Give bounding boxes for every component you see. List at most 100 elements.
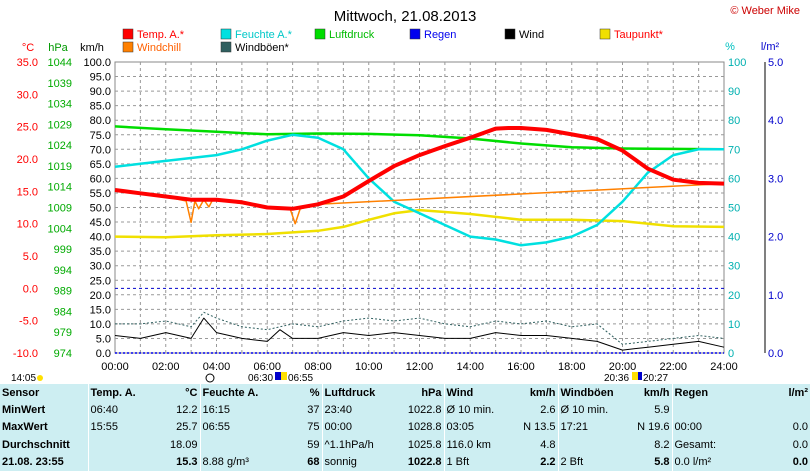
legend-label: Windböen*	[235, 42, 290, 54]
hpa-tick-label: 1024	[48, 140, 72, 152]
table-cell: 2.6	[540, 404, 556, 417]
kmh-tick-label: 20.0	[90, 290, 111, 302]
legend-swatch	[122, 28, 134, 40]
legend-label: Taupunkt*	[614, 29, 664, 41]
table-cell: 17:21	[557, 418, 620, 437]
pct-tick-label: 90	[728, 86, 740, 98]
moon-icon	[205, 373, 215, 383]
table-cell: 18.09	[169, 438, 198, 451]
kmh-tick-label: 60.0	[90, 173, 111, 185]
rain-tick-label: 3.0	[768, 173, 783, 185]
table-cell: 25.7	[176, 421, 198, 434]
hpa-tick-label: 1019	[48, 161, 72, 173]
axis-tick-labels: 35.0 30.0 25.0 20.0 15.0 10.0 5.0 0.0 -5.0 -10.0 1…	[13, 57, 783, 373]
table-cell: 15:55	[87, 418, 140, 437]
hpa-tick-label: 999	[54, 244, 72, 256]
x-tick-label: 20:00	[609, 361, 637, 373]
legend-label: Feuchte A.*	[235, 29, 293, 41]
table-cell: 21.08. 23:55	[2, 456, 64, 469]
hpa-tick-label: 1004	[48, 223, 72, 235]
hpa-tick-label: 1034	[48, 99, 72, 111]
table-cell: 1025.8	[407, 438, 442, 451]
table-cell: MaxWert	[2, 421, 48, 434]
table-header-cell: Sensor	[2, 386, 40, 399]
table-cell: 116.0 km	[443, 436, 506, 454]
pct-tick-label: 40	[728, 232, 740, 244]
temp-tick-label: 5.0	[23, 251, 38, 263]
x-tick-label: 12:00	[406, 361, 434, 373]
kmh-tick-label: 95.0	[90, 72, 111, 84]
table-cell: 5.8	[654, 456, 670, 469]
hpa-tick-label: 1039	[48, 78, 72, 90]
table-cell: MinWert	[2, 404, 46, 417]
kmh-tick-label: 0.0	[96, 348, 111, 360]
temp-tick-label: 20.0	[17, 154, 38, 166]
table-header-cell: °C	[185, 386, 198, 399]
table-cell: 1028.8	[407, 421, 442, 434]
x-tick-label: 08:00	[304, 361, 332, 373]
x-tick-label: 04:00	[203, 361, 231, 373]
sunset-marker-icon-2	[638, 372, 642, 380]
series-line-taupunkt	[114, 208, 725, 239]
pct-tick-label: 10	[728, 319, 740, 331]
table-row: MaxWert 15:55 25.7 06:55 75 00:00 1028.8…	[0, 418, 810, 437]
table-cell	[557, 436, 620, 454]
pct-tick-label: 0	[728, 348, 734, 360]
rain-tick-label: 5.0	[768, 57, 783, 69]
rain-tick-label: 2.0	[768, 232, 783, 244]
temp-tick-label: 0.0	[23, 283, 38, 295]
legend-label: Windchill	[137, 42, 181, 54]
sunrise-marker-icon-2	[281, 372, 287, 380]
table-header-cell: hPa	[421, 386, 442, 399]
table-cell: 0.0 l/m²	[671, 453, 742, 471]
kmh-tick-label: 100.0	[83, 57, 111, 69]
legend-swatch	[409, 28, 421, 40]
kmh-tick-label: 30.0	[90, 261, 111, 273]
legend-swatch	[504, 28, 516, 40]
x-tick-label: 10:00	[355, 361, 383, 373]
x-tick-label: 16:00	[507, 361, 535, 373]
sunrise-marker-icon	[275, 372, 281, 380]
x-tick-label: 06:00	[253, 361, 281, 373]
kmh-tick-label: 90.0	[90, 86, 111, 98]
x-tick-label: 18:00	[558, 361, 586, 373]
pct-tick-label: 20	[728, 290, 740, 302]
hpa-tick-label: 1029	[48, 119, 72, 131]
series-line-wind	[114, 317, 725, 351]
legend-label: Wind	[519, 29, 544, 41]
table-cell: ^1.1hPa/h	[321, 436, 384, 454]
kmh-tick-label: 35.0	[90, 246, 111, 258]
table-cell: 59	[307, 438, 320, 451]
hpa-tick-label: 989	[54, 286, 72, 298]
table-cell: Durchschnitt	[2, 438, 70, 451]
temp-tick-label: 10.0	[17, 219, 38, 231]
table-row: 21.08. 23:55 15.3 8.88 g/m³ 68 sonnig 10…	[0, 453, 810, 471]
kmh-tick-label: 75.0	[90, 130, 111, 142]
legend-swatch	[122, 41, 134, 53]
table-cell: 68	[307, 456, 320, 469]
table-cell	[742, 401, 810, 418]
table-header-cell: %	[309, 386, 320, 399]
stats-table: Sensor Temp. A. °C Feuchte A. % Luftdruc…	[0, 384, 810, 471]
table-cell: 1022.8	[407, 456, 442, 469]
table-cell	[671, 401, 742, 419]
table-cell	[87, 453, 140, 471]
sunset-label: 06:55	[288, 373, 313, 384]
kmh-tick-label: 70.0	[90, 144, 111, 156]
table-cell: Gesamt:	[671, 436, 742, 454]
kmh-unit-label: km/h	[80, 42, 104, 54]
table-header-row: Sensor Temp. A. °C Feuchte A. % Luftdruc…	[0, 384, 810, 402]
kmh-tick-label: 45.0	[90, 217, 111, 229]
table-cell: 23:40	[321, 401, 384, 419]
pct-tick-label: 60	[728, 173, 740, 185]
kmh-tick-label: 85.0	[90, 101, 111, 113]
pct-tick-label: 30	[728, 261, 740, 273]
rain-tick-label: 1.0	[768, 290, 783, 302]
pct-tick-label: 70	[728, 144, 740, 156]
table-cell: 1 Bft	[443, 453, 506, 471]
rain-unit-label: l/m²	[761, 41, 780, 53]
table-header-cell: Temp. A.	[87, 384, 140, 402]
legend-swatch	[314, 28, 326, 40]
legend-label: Temp. A.*	[137, 29, 185, 41]
table-header-cell: km/h	[529, 386, 556, 399]
